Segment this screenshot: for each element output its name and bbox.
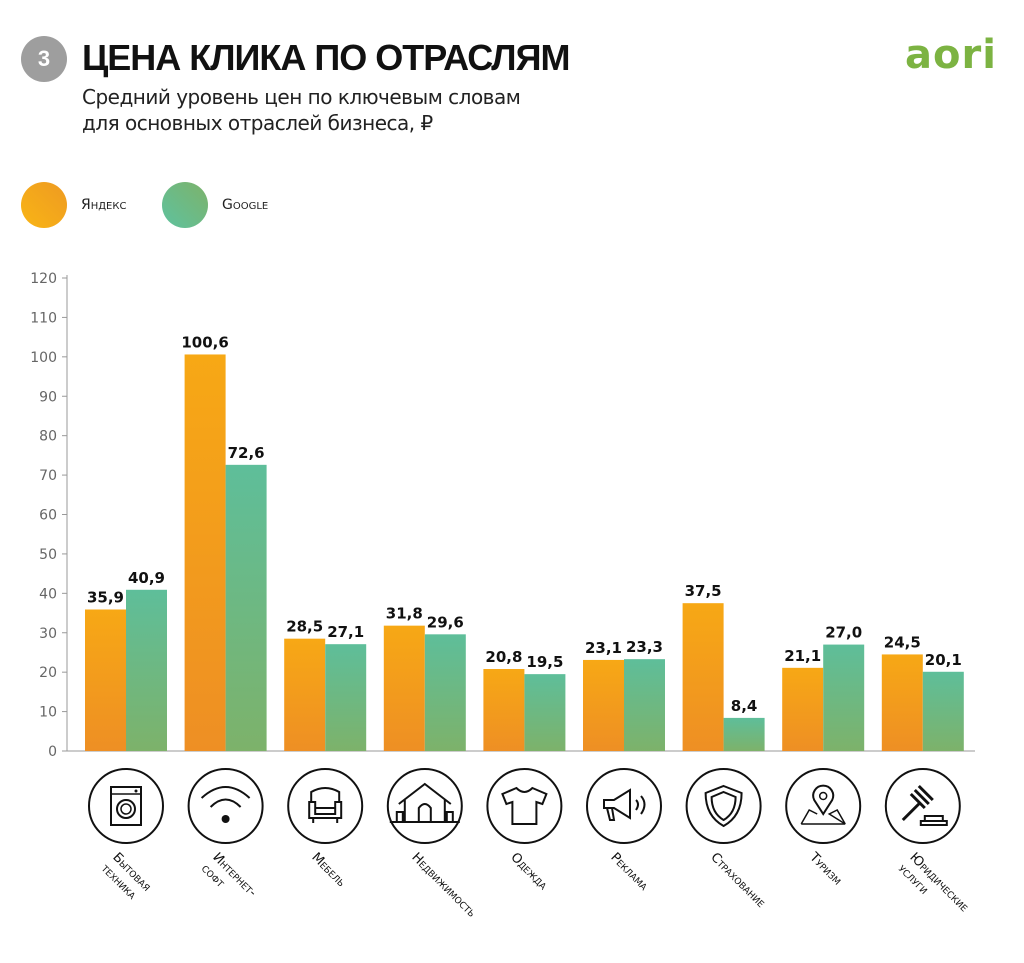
subtitle-line-2: для основных отраслей бизнеса, ₽ — [82, 111, 433, 135]
y-tick-label: 90 — [39, 389, 57, 405]
y-tick-label: 70 — [39, 468, 57, 484]
google-bar — [126, 589, 167, 751]
google-bar — [823, 644, 865, 751]
google-bar — [225, 464, 267, 751]
y-tick-label: 60 — [39, 508, 57, 524]
legend-google: Google — [162, 182, 268, 228]
y-tick-label: 20 — [39, 665, 57, 681]
yandex-value-label: 20,8 — [485, 648, 522, 666]
yandex-value-label: 37,5 — [685, 582, 722, 600]
yandex-bar — [881, 654, 923, 751]
subtitle: Средний уровень цен по ключевым словам дл… — [82, 84, 521, 136]
yandex-bar — [383, 625, 425, 751]
subtitle-line-1: Средний уровень цен по ключевым словам — [82, 85, 521, 109]
yandex-bar — [682, 603, 724, 751]
legend-swatch-yandex — [21, 182, 67, 228]
wifi-icon — [187, 768, 264, 844]
google-value-label: 27,0 — [825, 624, 862, 642]
tshirt-icon — [486, 768, 563, 844]
yandex-value-label: 35,9 — [87, 588, 124, 606]
yandex-value-label: 23,1 — [585, 639, 622, 657]
aori-logo: aori — [905, 32, 997, 78]
yandex-bar — [583, 659, 624, 751]
google-bar — [325, 644, 367, 751]
google-value-label: 40,9 — [128, 569, 165, 587]
y-tick-label: 100 — [30, 350, 57, 366]
google-value-label: 72,6 — [228, 444, 265, 462]
yandex-bar — [284, 638, 326, 751]
washing-machine-icon — [88, 768, 164, 844]
yandex-value-label: 28,5 — [286, 618, 323, 636]
google-bar — [922, 671, 964, 751]
yandex-bar — [483, 669, 525, 751]
y-tick-label: 10 — [39, 705, 57, 721]
google-bar — [624, 659, 665, 751]
yandex-bar — [782, 667, 824, 751]
yandex-value-label: 24,5 — [884, 633, 921, 651]
yandex-value-label: 100,6 — [181, 333, 228, 351]
google-bar — [424, 634, 466, 751]
y-tick-label: 30 — [39, 626, 57, 642]
google-bar — [524, 674, 566, 751]
gavel-icon — [884, 768, 961, 844]
google-value-label: 23,3 — [626, 638, 663, 656]
armchair-icon — [287, 768, 364, 844]
y-tick-label: 110 — [30, 310, 57, 326]
google-value-label: 29,6 — [427, 613, 464, 631]
megaphone-icon — [586, 768, 662, 844]
map-pin-icon — [785, 768, 862, 844]
legend-label-yandex: Яндекс — [81, 197, 127, 213]
legend-label-google: Google — [222, 197, 269, 213]
yandex-value-label: 31,8 — [386, 605, 423, 623]
google-value-label: 27,1 — [327, 623, 364, 641]
house-icon — [386, 768, 463, 844]
google-value-label: 8,4 — [731, 697, 758, 715]
legend-swatch-google — [162, 182, 208, 228]
y-tick-label: 40 — [39, 586, 57, 602]
yandex-value-label: 21,1 — [784, 647, 821, 665]
google-bar — [723, 717, 765, 751]
google-value-label: 20,1 — [925, 651, 962, 669]
yandex-bar — [184, 354, 226, 751]
y-tick-label: 0 — [48, 744, 57, 760]
shield-icon — [685, 768, 762, 844]
page-title: ЦЕНА КЛИКА ПО ОТРАСЛЯМ — [82, 37, 570, 78]
yandex-bar — [85, 609, 126, 751]
y-tick-label: 50 — [39, 547, 57, 563]
y-tick-label: 80 — [39, 429, 57, 445]
section-number-badge: 3 — [21, 36, 67, 82]
legend-yandex: Яндекс — [21, 182, 126, 228]
y-tick-label: 120 — [30, 271, 57, 287]
google-value-label: 19,5 — [526, 653, 563, 671]
